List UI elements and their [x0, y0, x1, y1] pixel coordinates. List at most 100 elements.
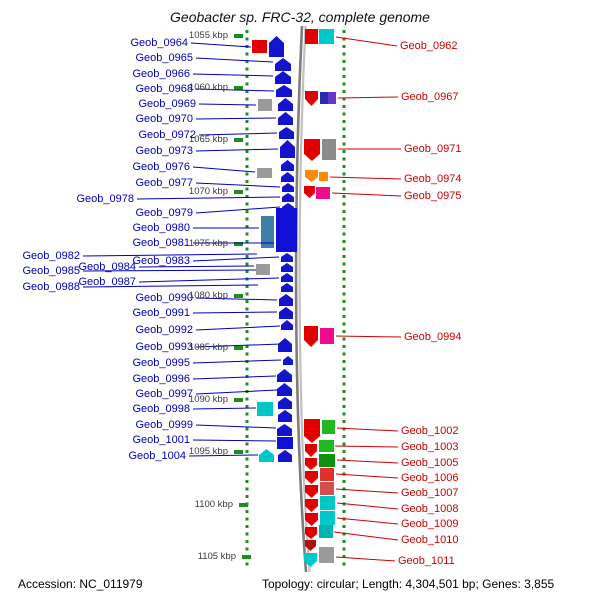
gene-glyph[interactable] — [276, 208, 297, 252]
gene-label[interactable]: Geob_1002 — [401, 425, 459, 437]
gene-label[interactable]: Geob_0982 — [22, 250, 81, 262]
gene-label[interactable]: Geob_0983 — [132, 255, 191, 267]
gene-label[interactable]: Geob_0991 — [132, 307, 191, 319]
gene-label[interactable]: Geob_0974 — [404, 173, 462, 185]
gene-glyph[interactable] — [278, 450, 292, 462]
gene-label[interactable]: Geob_1011 — [398, 555, 455, 567]
gene-glyph[interactable] — [305, 458, 317, 470]
gene-label[interactable]: Geob_0973 — [135, 145, 194, 157]
gene-glyph[interactable] — [305, 540, 316, 551]
gene-glyph[interactable] — [278, 112, 293, 125]
gene-label[interactable]: Geob_0979 — [135, 207, 194, 219]
gene-label[interactable]: Geob_0999 — [135, 419, 194, 431]
gene-glyph[interactable] — [281, 283, 293, 292]
gene-glyph[interactable] — [304, 326, 318, 347]
gene-label[interactable]: Geob_0995 — [132, 357, 191, 369]
gene-label[interactable]: Geob_0972 — [138, 129, 197, 141]
gene-label[interactable]: Geob_0966 — [132, 68, 191, 80]
gene-glyph[interactable] — [269, 36, 284, 57]
gene-glyph[interactable] — [281, 160, 294, 171]
gene-label[interactable]: Geob_1003 — [401, 441, 459, 453]
gene-glyph[interactable] — [305, 485, 318, 498]
gene-label[interactable]: Geob_0984 — [78, 261, 137, 273]
gene-glyph[interactable] — [305, 91, 318, 106]
gene-label[interactable]: Geob_0981 — [132, 237, 191, 249]
gene-glyph[interactable] — [319, 525, 333, 538]
gene-label[interactable]: Geob_0969 — [138, 98, 197, 110]
gene-label[interactable]: Geob_0967 — [401, 91, 459, 103]
gene-label[interactable]: Geob_0992 — [135, 324, 194, 336]
gene-label[interactable]: Geob_1008 — [401, 503, 459, 515]
gene-glyph[interactable] — [278, 98, 293, 111]
gene-glyph[interactable] — [275, 58, 291, 71]
gene-glyph[interactable] — [304, 419, 320, 443]
gene-glyph[interactable] — [305, 499, 318, 512]
gene-glyph[interactable] — [319, 29, 334, 44]
gene-glyph[interactable] — [322, 139, 336, 160]
gene-glyph[interactable] — [279, 307, 293, 319]
gene-glyph[interactable] — [257, 168, 272, 178]
gene-label[interactable]: Geob_0971 — [404, 143, 462, 155]
gene-label[interactable]: Geob_0985 — [22, 265, 81, 277]
gene-label[interactable]: Geob_1004 — [128, 450, 187, 462]
gene-label[interactable]: Geob_0976 — [132, 161, 191, 173]
gene-label[interactable]: Geob_0997 — [135, 388, 194, 400]
gene-glyph[interactable] — [320, 482, 334, 495]
gene-glyph[interactable] — [281, 172, 294, 182]
gene-label[interactable]: Geob_0965 — [135, 52, 194, 64]
gene-glyph[interactable] — [304, 553, 317, 567]
gene-glyph[interactable] — [304, 186, 315, 198]
gene-glyph[interactable] — [277, 437, 293, 449]
gene-label[interactable]: Geob_0998 — [132, 403, 191, 415]
gene-glyph[interactable] — [257, 402, 273, 416]
gene-glyph[interactable] — [320, 92, 328, 104]
gene-label[interactable]: Geob_0988 — [22, 281, 81, 293]
gene-glyph[interactable] — [304, 139, 320, 161]
gene-glyph[interactable] — [305, 29, 318, 44]
gene-glyph[interactable] — [281, 253, 293, 262]
gene-glyph[interactable] — [280, 140, 295, 158]
gene-label[interactable]: Geob_0968 — [135, 83, 194, 95]
gene-glyph[interactable] — [278, 397, 292, 409]
gene-glyph[interactable] — [305, 527, 317, 539]
gene-label[interactable]: Geob_0978 — [76, 193, 135, 205]
gene-glyph[interactable] — [279, 127, 294, 139]
gene-glyph[interactable] — [277, 383, 292, 396]
gene-glyph[interactable] — [282, 183, 294, 192]
gene-glyph[interactable] — [282, 193, 294, 202]
gene-glyph[interactable] — [319, 172, 328, 181]
gene-glyph[interactable] — [320, 511, 335, 525]
gene-glyph[interactable] — [319, 547, 334, 563]
gene-glyph[interactable] — [305, 170, 318, 182]
gene-glyph[interactable] — [328, 92, 336, 104]
gene-label[interactable]: Geob_0962 — [400, 40, 458, 52]
gene-glyph[interactable] — [277, 369, 292, 382]
gene-label[interactable]: Geob_0993 — [135, 341, 194, 353]
gene-label[interactable]: Geob_1005 — [401, 457, 459, 469]
gene-glyph[interactable] — [305, 513, 318, 526]
gene-label[interactable]: Geob_1009 — [401, 518, 459, 530]
gene-label[interactable]: Geob_0980 — [132, 222, 191, 234]
gene-glyph[interactable] — [322, 420, 335, 434]
gene-glyph[interactable] — [320, 496, 335, 510]
gene-label[interactable]: Geob_0994 — [404, 331, 462, 343]
gene-glyph[interactable] — [281, 273, 293, 282]
gene-glyph[interactable] — [278, 338, 292, 352]
gene-glyph[interactable] — [256, 264, 270, 275]
gene-label[interactable]: Geob_0996 — [132, 373, 191, 385]
gene-glyph[interactable] — [316, 187, 330, 199]
gene-label[interactable]: Geob_1001 — [132, 434, 191, 446]
gene-glyph[interactable] — [320, 468, 334, 481]
gene-glyph[interactable] — [319, 440, 334, 452]
gene-glyph[interactable] — [259, 449, 274, 462]
gene-label[interactable]: Geob_1010 — [401, 534, 459, 546]
gene-label[interactable]: Geob_0977 — [135, 177, 194, 189]
gene-label[interactable]: Geob_0990 — [135, 292, 194, 304]
gene-glyph[interactable] — [277, 424, 292, 436]
gene-glyph[interactable] — [281, 320, 293, 330]
gene-glyph[interactable] — [320, 328, 334, 344]
gene-glyph[interactable] — [258, 99, 272, 111]
gene-glyph[interactable] — [276, 85, 292, 97]
gene-glyph[interactable] — [319, 454, 335, 467]
gene-label[interactable]: Geob_0987 — [78, 276, 137, 288]
